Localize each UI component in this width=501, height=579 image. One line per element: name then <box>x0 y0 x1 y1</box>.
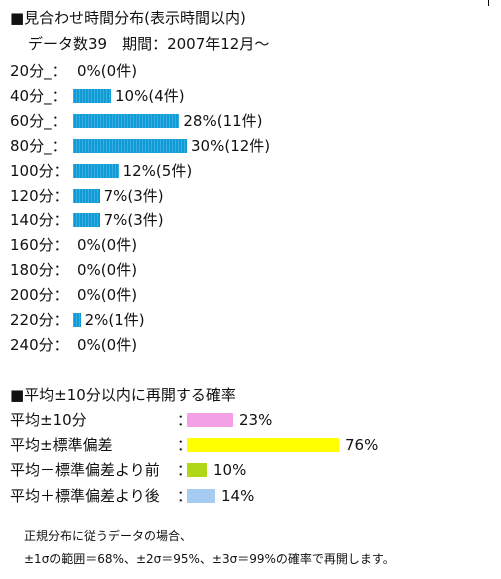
probability-category-label: 平均±標準偏差 <box>10 436 113 454</box>
distribution-bar <box>73 88 111 103</box>
distribution-value-label: 0%(0件) <box>77 261 138 280</box>
distribution-category-label: 20分_： <box>10 62 67 80</box>
probability-value-label: 76% <box>345 436 379 454</box>
distribution-value-label: 7%(3件) <box>103 211 164 230</box>
probability-bar <box>187 463 207 477</box>
distribution-bar <box>73 138 187 153</box>
probability-category-label: 平均－標準偏差より前 <box>10 461 160 479</box>
probability-value-label: 10% <box>213 461 247 479</box>
distribution-category-label: 120分： <box>10 186 69 205</box>
distribution-value-label: 0%(0件) <box>77 62 138 80</box>
probability-bar <box>187 413 233 427</box>
distribution-value-label: 0%(0件) <box>77 335 138 354</box>
distribution-value-label: 28%(11件) <box>183 111 263 130</box>
note-line-2: ±1σの範囲＝68%、±2σ＝95%、±3σ＝99%の確率で再開します。 <box>24 552 395 566</box>
distribution-category-label: 60分_： <box>10 111 67 130</box>
probability-bar <box>187 438 339 452</box>
distribution-bar <box>73 113 180 128</box>
probability-bar <box>187 489 215 503</box>
probability-value-label: 14% <box>221 487 255 505</box>
note-line-1: 正規分布に従うデータの場合、 <box>24 529 193 543</box>
distribution-category-label: 220分： <box>10 311 69 329</box>
distribution-category-label: 200分： <box>10 286 69 305</box>
probability-value-label: 23% <box>239 411 273 429</box>
distribution-value-label: 30%(12件) <box>191 136 271 155</box>
distribution-category-label: 160分： <box>10 236 69 255</box>
distribution-bar <box>73 163 119 178</box>
distribution-category-label: 240分： <box>10 335 69 354</box>
distribution-value-label: 2%(1件) <box>84 311 145 329</box>
distribution-value-label: 7%(3件) <box>103 186 164 205</box>
probability-title: ■平均±10分以内に再開する確率 <box>10 386 236 404</box>
distribution-value-label: 10%(4件) <box>115 86 185 105</box>
top-edge-mark <box>488 0 489 6</box>
probability-category-label: 平均＋標準偏差より後 <box>10 487 160 505</box>
distribution-category-label: 80分_： <box>10 136 67 155</box>
distribution-value-label: 0%(0件) <box>77 286 138 305</box>
distribution-bar <box>73 313 81 327</box>
distribution-value-label: 0%(0件) <box>77 236 138 255</box>
distribution-category-label: 40分_： <box>10 86 67 105</box>
distribution-bar <box>73 213 100 228</box>
distribution-bar <box>73 188 100 203</box>
distribution-category-label: 180分： <box>10 261 69 280</box>
distribution-subtitle: データ数39 期間：2007年12月～ <box>28 35 270 53</box>
distribution-value-label: 12%(5件) <box>122 161 193 180</box>
probability-category-label: 平均±10分 <box>10 411 87 429</box>
distribution-title: ■見合わせ時間分布(表示時間以内) <box>10 9 246 27</box>
distribution-category-label: 100分： <box>10 161 69 180</box>
distribution-category-label: 140分： <box>10 211 69 230</box>
